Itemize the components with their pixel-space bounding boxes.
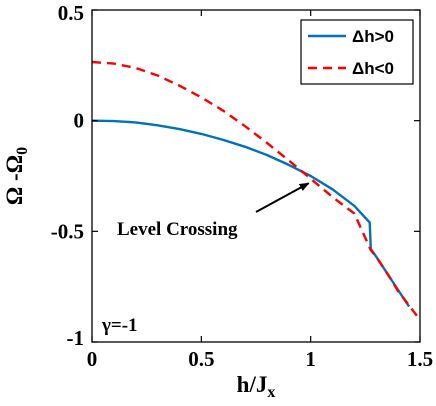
y-tick-label: -1	[67, 326, 85, 350]
level-crossing-arrow	[255, 182, 310, 213]
legend-label-delta-h-positive: Δh>0	[352, 27, 394, 46]
x-tick-label: 0	[87, 347, 98, 371]
gamma-label: γ=-1	[101, 315, 138, 336]
legend-box	[300, 19, 414, 85]
y-axis-label: Ω -Ω0	[2, 147, 31, 205]
y-tick-label: 0.5	[58, 1, 84, 25]
y-axis-label-subscript: 0	[14, 147, 31, 155]
x-axis-label: h/Jx	[237, 372, 276, 401]
legend: Δh>0 Δh<0	[300, 19, 414, 85]
series-layer	[91, 60, 421, 321]
series-line-delta-h-positive	[91, 119, 411, 308]
y-tick-label: -0.5	[51, 219, 84, 243]
y-tick-label: 0	[74, 109, 85, 133]
plot-frame	[91, 9, 421, 343]
legend-label-delta-h-negative: Δh<0	[352, 59, 394, 78]
x-axis-label-subscript: x	[267, 384, 275, 401]
x-tick-label: 1	[305, 347, 316, 371]
y-axis-label-main: Ω -Ω	[2, 155, 27, 205]
level-crossing-label: Level Crossing	[117, 219, 238, 240]
x-tick-label: 0.5	[188, 347, 214, 371]
tick-layer: 0 0.5 1 1.5 0.5 0 -0.5 -1	[51, 1, 433, 371]
x-tick-label: 1.5	[407, 347, 433, 371]
x-axis-label-main: h/J	[237, 372, 268, 397]
series-line-delta-h-negative	[91, 60, 421, 321]
